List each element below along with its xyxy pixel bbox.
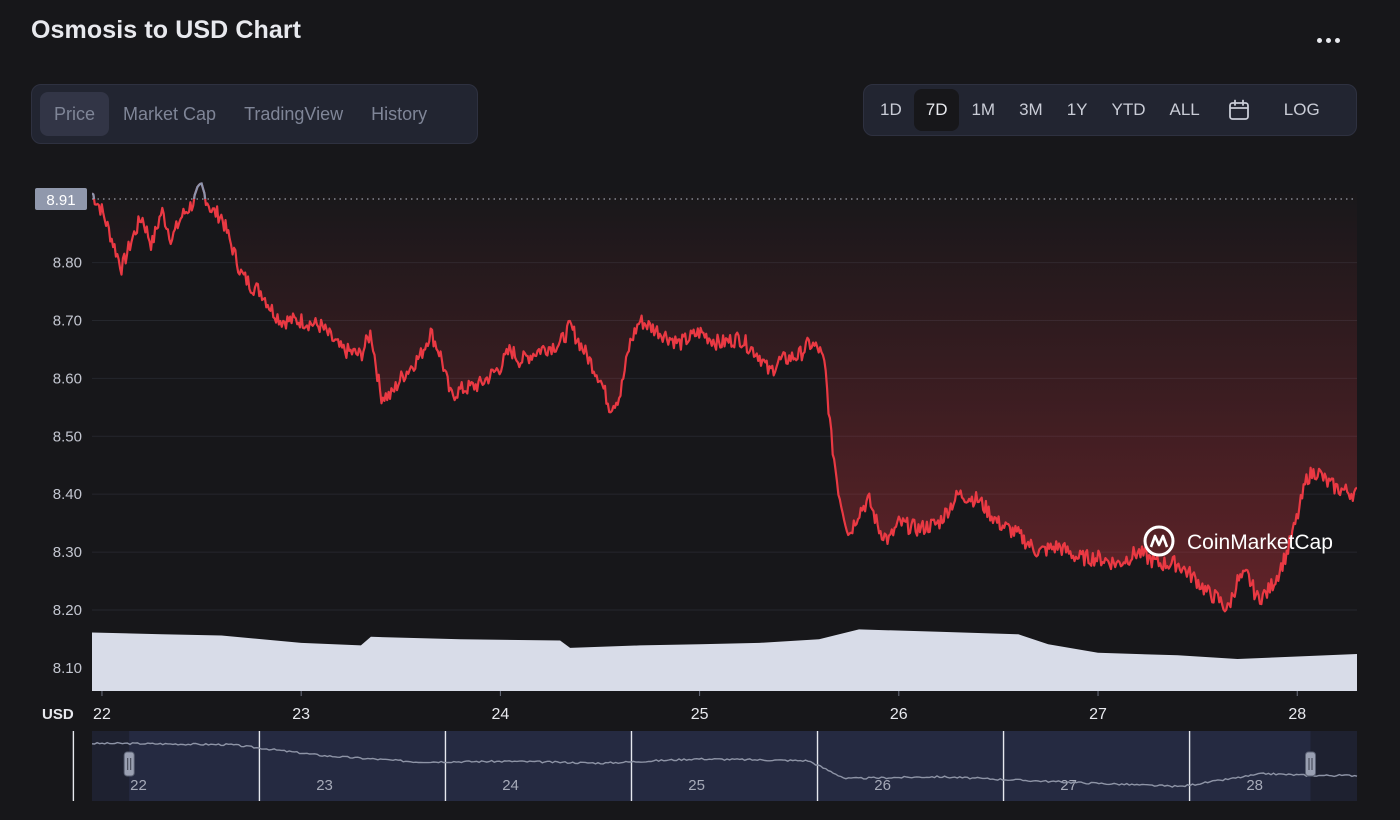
calendar-icon bbox=[1228, 99, 1249, 120]
navigator-handle-right bbox=[1304, 751, 1316, 777]
x-tick-label: 28 bbox=[1288, 706, 1306, 723]
navigator-selected-window bbox=[129, 731, 1311, 801]
navigator-background bbox=[92, 731, 1357, 801]
y-axis-labels: 8.10 8.20 8.30 8.40 8.50 8.60 8.70 8.80 bbox=[53, 255, 82, 677]
more-options-button[interactable] bbox=[1306, 22, 1350, 58]
x-tick-label: 23 bbox=[292, 706, 310, 723]
current-price-tag bbox=[35, 187, 87, 210]
price-line-above-reference bbox=[92, 182, 207, 199]
price-area bbox=[92, 183, 1357, 612]
price-line bbox=[92, 182, 1357, 613]
watermark-text: CoinMarketCap bbox=[1187, 531, 1333, 554]
current-price-line: 8.91 bbox=[35, 187, 1357, 210]
range-1d[interactable]: 1D bbox=[880, 100, 902, 119]
y-tick-label: 8.60 bbox=[53, 370, 82, 387]
coinmarketcap-watermark: CoinMarketCap bbox=[1143, 525, 1333, 557]
x-tick-label: 25 bbox=[691, 706, 709, 723]
log-scale-toggle[interactable]: LOG bbox=[1283, 100, 1320, 119]
range-1m[interactable]: 1M bbox=[971, 100, 996, 119]
tab-history[interactable]: History bbox=[371, 103, 428, 124]
navigator-tick-label: 26 bbox=[874, 777, 891, 794]
volume-area bbox=[92, 629, 1357, 691]
price-area-fill bbox=[92, 183, 1357, 612]
y-gridlines bbox=[92, 262, 1357, 669]
more-horizontal-icon bbox=[1316, 37, 1322, 43]
navigator-tick-label: 24 bbox=[502, 777, 519, 794]
tab-market-cap[interactable]: Market Cap bbox=[123, 103, 217, 124]
chart-type-tabs: Price Market Cap TradingView History bbox=[31, 84, 478, 144]
y-tick-label: 8.40 bbox=[53, 486, 82, 503]
tab-tradingview[interactable]: TradingView bbox=[244, 103, 344, 124]
calendar-button[interactable] bbox=[1212, 89, 1266, 131]
currency-label: USD bbox=[42, 706, 74, 723]
navigator-tick-label: 27 bbox=[1060, 777, 1077, 794]
y-tick-label: 8.20 bbox=[53, 602, 82, 619]
tab-price[interactable]: Price bbox=[40, 92, 110, 136]
navigator[interactable]: 22 23 24 25 26 27 28 bbox=[72, 731, 1358, 801]
x-tick-label: 26 bbox=[890, 706, 908, 723]
navigator-handle-left bbox=[123, 751, 135, 777]
range-all[interactable]: ALL bbox=[1169, 100, 1200, 119]
more-horizontal-icon-dot bbox=[1325, 37, 1331, 43]
range-7d[interactable]: 7D bbox=[913, 89, 960, 131]
y-tick-label: 8.30 bbox=[53, 544, 82, 561]
volume-bars bbox=[92, 629, 1357, 691]
navigator-tick-label: 23 bbox=[316, 777, 333, 794]
time-range-selector: 1D 7D 1M 3M 1Y YTD ALL LOG bbox=[863, 84, 1357, 136]
x-axis-labels: USD 22 23 24 25 26 27 28 bbox=[42, 691, 1306, 723]
y-tick-label: 8.50 bbox=[53, 428, 82, 445]
page-title: Osmosis to USD Chart bbox=[31, 16, 302, 44]
range-ytd[interactable]: YTD bbox=[1111, 100, 1146, 119]
y-tick-label: 8.70 bbox=[53, 313, 82, 330]
x-tick-label: 24 bbox=[491, 706, 509, 723]
y-tick-label: 8.10 bbox=[53, 660, 82, 677]
navigator-tick-label: 25 bbox=[688, 777, 705, 794]
y-tick-label: 8.80 bbox=[53, 255, 82, 272]
range-1y[interactable]: 1Y bbox=[1066, 100, 1088, 119]
price-line-layer bbox=[92, 182, 1357, 613]
x-tick-label: 27 bbox=[1089, 706, 1107, 723]
more-horizontal-icon-dot bbox=[1334, 37, 1340, 43]
navigator-tick-label: 22 bbox=[130, 777, 147, 794]
navigator-line bbox=[91, 741, 1358, 788]
x-tick-label: 22 bbox=[93, 706, 111, 723]
range-3m[interactable]: 3M bbox=[1019, 100, 1043, 119]
navigator-tick-label: 28 bbox=[1246, 777, 1263, 794]
current-price-label: 8.91 bbox=[46, 192, 75, 209]
